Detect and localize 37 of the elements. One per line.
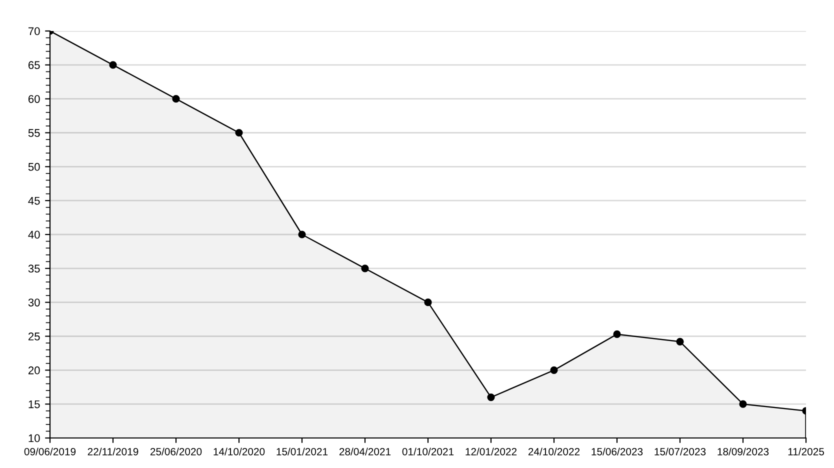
- point: [235, 128, 243, 137]
- point: [676, 338, 684, 346]
- y-tick-label: 25: [28, 332, 40, 340]
- point: [487, 394, 495, 402]
- y-tick-label: 60: [28, 95, 40, 103]
- x-tick-label: 14/10/2020: [214, 448, 265, 456]
- y-tick-label: 65: [28, 61, 40, 70]
- point: [739, 400, 747, 408]
- y-tick-label: 70: [28, 27, 40, 36]
- x-tick-label: 18/09/2023: [718, 448, 769, 456]
- x-tick-label: 11/2025: [788, 448, 824, 456]
- x-tick-label: 15/07/2023: [654, 448, 706, 456]
- y-tick-label: 50: [28, 162, 40, 171]
- y-tick-label: 20: [28, 366, 40, 374]
- y-tick-label: 15: [28, 400, 40, 408]
- x-tick-label: 25/06/2020: [150, 448, 202, 456]
- y-tick-label: 55: [28, 129, 40, 137]
- x-tick-label: 15/01/2021: [276, 448, 328, 456]
- point: [172, 95, 180, 103]
- point: [613, 330, 621, 338]
- x-tick-label: 09/06/2019: [24, 448, 76, 456]
- x-tick-label: 12/01/2022: [466, 448, 517, 456]
- y-tick-label: 30: [28, 298, 40, 306]
- y-tick-label: 35: [28, 264, 40, 273]
- x-tick-label: 24/10/2022: [528, 448, 580, 456]
- point: [298, 230, 306, 238]
- y-tick-label: 45: [28, 196, 40, 205]
- y-tick-label: 40: [28, 230, 40, 239]
- x-tick-label: 22/11/2019: [88, 448, 138, 456]
- y-tick-label: 10: [28, 434, 40, 442]
- point: [361, 264, 369, 272]
- x-tick-label: 28/04/2021: [339, 448, 391, 456]
- point: [109, 61, 117, 69]
- x-tick-label: 01/10/2021: [402, 448, 454, 456]
- x-tick-label: 15/06/2023: [592, 448, 643, 456]
- point: [424, 298, 432, 306]
- point: [550, 366, 558, 374]
